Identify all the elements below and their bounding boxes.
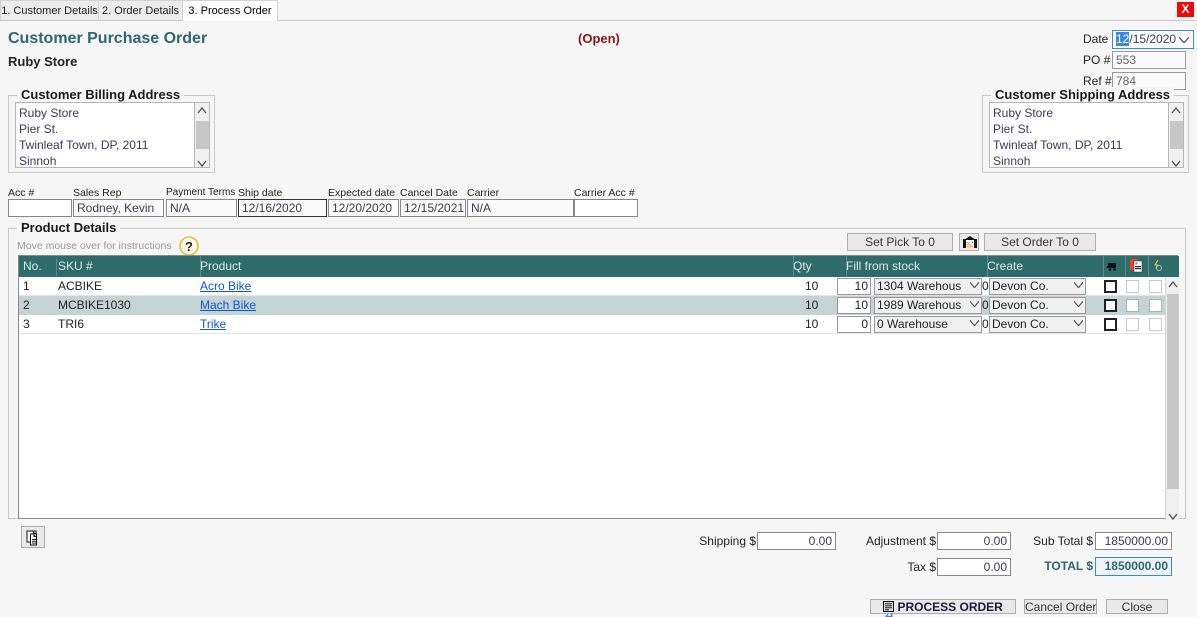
- svg-text:?: ?: [185, 239, 193, 254]
